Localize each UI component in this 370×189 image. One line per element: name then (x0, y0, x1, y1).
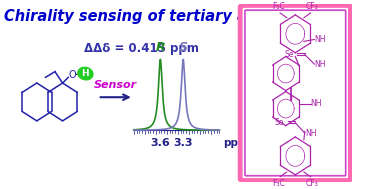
Text: 3.3: 3.3 (174, 138, 193, 148)
Text: R: R (155, 41, 165, 54)
Text: F₃C: F₃C (272, 2, 285, 11)
Text: ppm: ppm (223, 138, 249, 148)
Text: F₃C: F₃C (272, 179, 285, 188)
Text: NH: NH (314, 60, 326, 69)
Text: Se: Se (275, 118, 284, 127)
FancyBboxPatch shape (240, 5, 350, 180)
Text: Se: Se (284, 50, 293, 59)
Text: NH: NH (305, 129, 316, 138)
Text: H: H (81, 69, 89, 78)
FancyBboxPatch shape (245, 10, 346, 176)
Text: S: S (179, 41, 188, 54)
Text: Chirality sensing of tertiary alcohols: Chirality sensing of tertiary alcohols (4, 9, 305, 24)
Text: CF₃: CF₃ (306, 2, 319, 11)
Text: NH: NH (314, 35, 326, 44)
Text: O: O (68, 70, 76, 81)
Text: Sensor: Sensor (94, 80, 137, 90)
Ellipse shape (78, 67, 93, 80)
Text: NH: NH (310, 99, 322, 108)
Text: CF₃: CF₃ (306, 179, 319, 188)
Text: 3.6: 3.6 (151, 138, 170, 148)
Text: ΔΔδ = 0.415 ppm: ΔΔδ = 0.415 ppm (84, 42, 199, 55)
